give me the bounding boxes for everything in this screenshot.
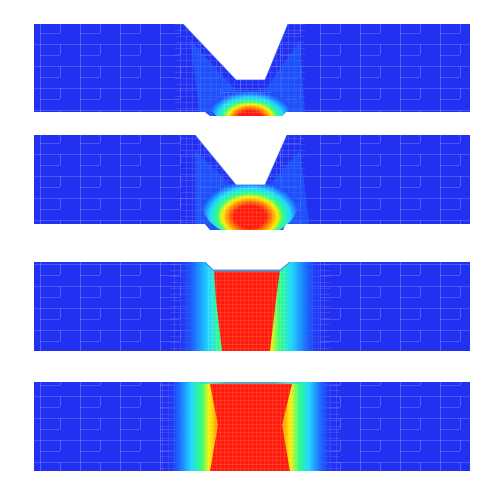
groove-edge (194, 134, 288, 186)
panel-3 (34, 261, 470, 351)
groove-edge (204, 261, 291, 271)
panel-2 (34, 134, 470, 230)
panel-4 (34, 382, 470, 471)
panel-1 (34, 23, 470, 116)
groove-edge (182, 23, 289, 81)
